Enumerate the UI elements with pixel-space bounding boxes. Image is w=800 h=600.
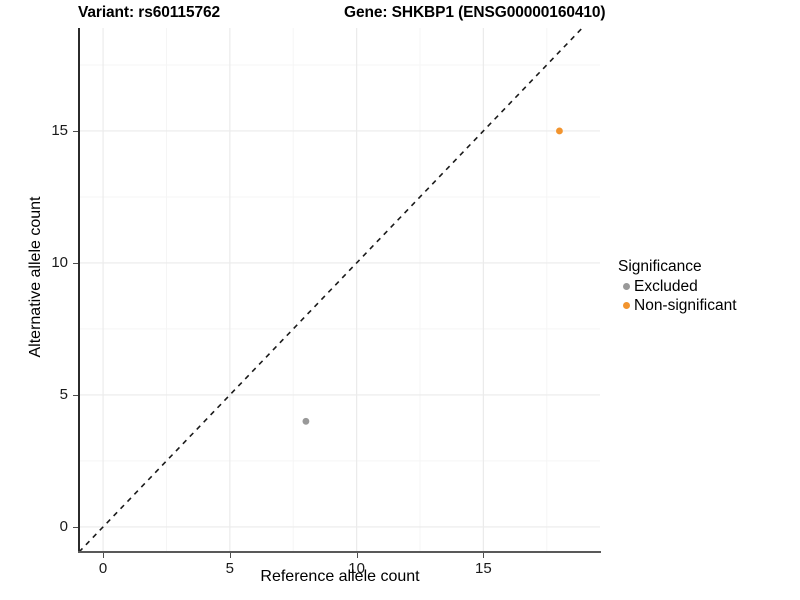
- x-tick-label: 15: [475, 560, 492, 577]
- legend-swatch-non-significant: [618, 296, 634, 315]
- chart-title-row: Variant: rs60115762 Gene: SHKBP1 (ENSG00…: [0, 0, 800, 28]
- x-tick-label: 0: [98, 560, 108, 577]
- variant-title: Variant: rs60115762: [78, 4, 221, 21]
- y-tick-label: 0: [59, 517, 68, 535]
- y-axis-line: [78, 28, 80, 553]
- legend-item-excluded[interactable]: Excluded: [618, 277, 796, 296]
- legend-dot-icon: [622, 302, 630, 309]
- legend-item-non-significant[interactable]: Non-significant: [618, 296, 796, 315]
- y-tick-mark: [73, 394, 78, 396]
- y-tick-label: 5: [59, 385, 68, 403]
- x-tick-mark: [483, 553, 485, 558]
- x-tick-mark: [103, 553, 105, 558]
- y-tick-label: 10: [51, 253, 68, 271]
- x-tick-mark: [229, 553, 231, 558]
- legend-label-excluded: Excluded: [634, 278, 698, 295]
- gene-title: Gene: SHKBP1 (ENSG00000160410): [344, 4, 606, 21]
- y-tick-label: 15: [51, 121, 68, 139]
- y-axis-label: Alternative allele count: [27, 196, 44, 358]
- scatter-plot-svg: [79, 28, 600, 552]
- legend-dot-icon: [622, 283, 630, 290]
- x-axis-line: [78, 551, 601, 553]
- plot-panel: [79, 28, 600, 552]
- x-tick-mark: [356, 553, 358, 558]
- x-axis-label: Reference allele count: [260, 568, 420, 585]
- legend-swatch-excluded: [618, 277, 634, 296]
- x-tick-label: 5: [225, 560, 235, 577]
- legend-label-non-significant: Non-significant: [634, 297, 737, 314]
- y-tick-mark: [73, 130, 78, 132]
- y-tick-mark: [73, 526, 78, 528]
- data-point[interactable]: [556, 127, 563, 135]
- legend: Significance Excluded Non-significant: [618, 258, 796, 315]
- data-point[interactable]: [302, 417, 310, 425]
- y-tick-mark: [73, 262, 78, 264]
- legend-title: Significance: [618, 258, 702, 275]
- x-tick-label: 10: [348, 560, 365, 577]
